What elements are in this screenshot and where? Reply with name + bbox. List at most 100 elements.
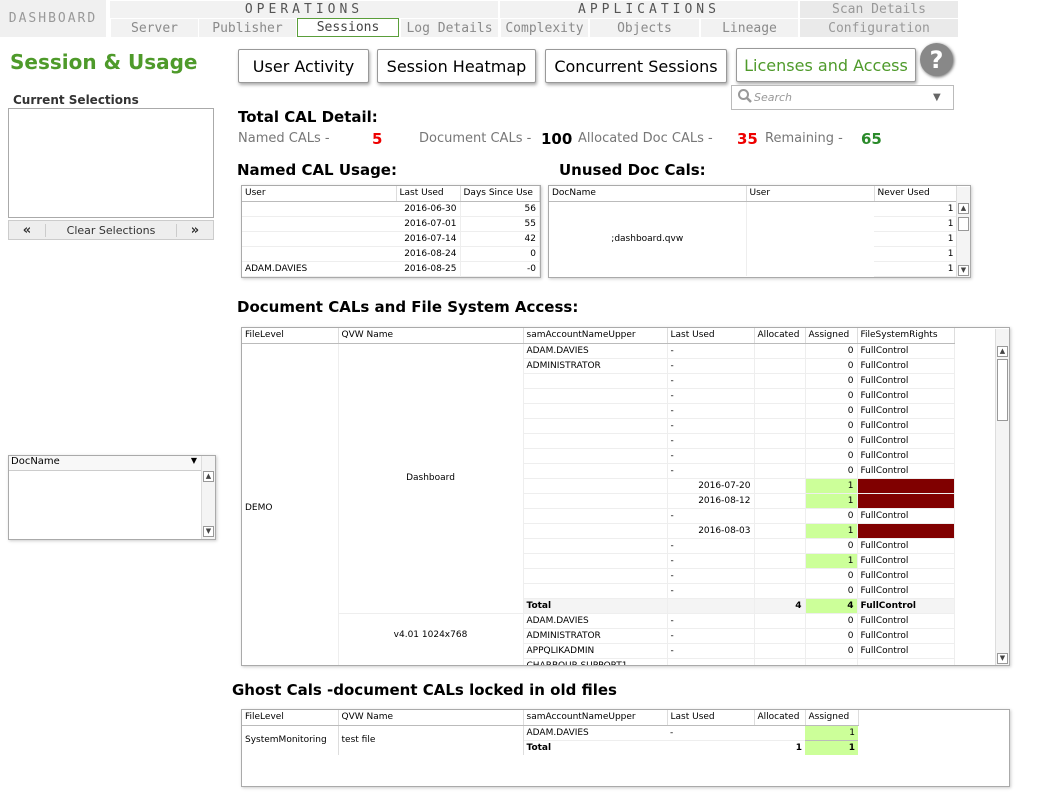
column-header[interactable]: User: [746, 186, 875, 202]
allocated-cell[interactable]: [754, 568, 806, 584]
account-cell[interactable]: ADAM.DAVIES: [523, 725, 667, 741]
table-row[interactable]: 1: [549, 261, 957, 277]
filelevel-cell[interactable]: DEMO: [242, 343, 339, 665]
account-cell[interactable]: [523, 418, 668, 434]
docname-header[interactable]: DocName ▼: [9, 456, 201, 471]
assigned-cell[interactable]: 0: [805, 508, 858, 524]
docname-cell[interactable]: ;dashboard.qvw: [549, 201, 747, 276]
user-cell[interactable]: ADAM.DAVIES: [242, 261, 396, 277]
tab-sessions[interactable]: Sessions: [297, 18, 399, 37]
total-row[interactable]: Total 1 1: [242, 739, 858, 755]
account-cell[interactable]: [523, 493, 668, 509]
never-used-cell[interactable]: 1: [874, 261, 957, 277]
table-row[interactable]: 1: [549, 216, 957, 232]
session-heatmap-button[interactable]: Session Heatmap: [377, 49, 536, 83]
allocated-cell[interactable]: [754, 553, 806, 569]
unused-scrollbar[interactable]: ▲ ▼: [956, 187, 970, 277]
assigned-cell[interactable]: 1: [805, 493, 858, 509]
scroll-down-icon[interactable]: ▼: [997, 653, 1008, 664]
column-header[interactable]: FileLevel: [242, 710, 339, 726]
account-cell[interactable]: [523, 553, 668, 569]
account-cell[interactable]: CHARBOUR.SUPPORT1: [523, 658, 668, 665]
days-since-use-cell[interactable]: 56: [460, 201, 540, 217]
total-last-used[interactable]: [667, 597, 755, 614]
doc-cals-table[interactable]: FileLevel QVW Name samAccountNameUpper L…: [241, 327, 1010, 666]
account-cell[interactable]: APPQLIKADMIN: [523, 643, 668, 659]
allocated-cell[interactable]: [754, 418, 806, 434]
assigned-cell[interactable]: [805, 658, 858, 665]
last-used-cell[interactable]: -: [667, 343, 755, 359]
table-row[interactable]: - 0 FullControl: [242, 448, 955, 464]
table-row[interactable]: v4.01 1024x768 ADAM.DAVIES -0 FullControl: [242, 613, 955, 665]
user-cell[interactable]: [242, 246, 396, 262]
allocated-cell[interactable]: [754, 403, 806, 419]
allocated-cell[interactable]: [754, 388, 806, 404]
file-system-rights-cell[interactable]: [857, 478, 955, 494]
column-header[interactable]: Last Used: [396, 186, 461, 202]
file-system-rights-cell[interactable]: [857, 523, 955, 539]
unused-doc-cals-table[interactable]: DocName User Never Used ;dashboard.qvw 1 1…: [548, 185, 971, 278]
qvw-name-cell[interactable]: test file: [338, 725, 524, 755]
table-row[interactable]: ADAM.DAVIES 2016-08-25 -0: [242, 261, 540, 277]
column-header[interactable]: Last Used: [667, 328, 755, 344]
last-used-cell[interactable]: 2016-08-03: [667, 523, 755, 539]
table-row[interactable]: 2016-08-24 0: [242, 246, 540, 262]
assigned-cell[interactable]: 0: [805, 568, 858, 584]
table-row[interactable]: CHARBOUR.SUPPORT1: [242, 658, 955, 665]
assigned-cell[interactable]: 0: [805, 463, 858, 479]
table-row[interactable]: 2016-06-30 56: [242, 201, 540, 217]
dropdown-icon[interactable]: ▼: [190, 456, 197, 465]
file-system-rights-cell[interactable]: FullControl: [857, 373, 955, 389]
last-used-cell[interactable]: 2016-07-01: [396, 216, 461, 232]
column-header[interactable]: samAccountNameUpper: [523, 328, 668, 344]
account-cell[interactable]: [523, 568, 668, 584]
assigned-cell[interactable]: 0: [805, 343, 858, 359]
assigned-cell[interactable]: 0: [805, 403, 858, 419]
last-used-cell[interactable]: -: [667, 373, 755, 389]
table-row[interactable]: 2016-08-03 1: [242, 523, 955, 539]
file-system-rights-cell[interactable]: FullControl: [857, 463, 955, 479]
account-cell[interactable]: [523, 538, 668, 554]
column-header[interactable]: FileSystemRights: [857, 328, 955, 344]
forward-icon[interactable]: »: [190, 222, 200, 238]
allocated-cell[interactable]: [754, 508, 806, 524]
licenses-access-button[interactable]: Licenses and Access: [736, 48, 916, 82]
filelevel-cell[interactable]: SystemMonitoring: [242, 725, 339, 755]
table-row[interactable]: 2016-07-14 42: [242, 231, 540, 247]
scroll-thumb[interactable]: [958, 217, 969, 231]
last-used-cell[interactable]: [667, 658, 755, 665]
column-header[interactable]: FileLevel: [242, 328, 339, 344]
table-row[interactable]: - 0 FullControl: [242, 388, 955, 404]
assigned-cell[interactable]: 1: [805, 478, 858, 494]
last-used-cell[interactable]: 2016-07-14: [396, 231, 461, 247]
last-used-cell[interactable]: 2016-08-24: [396, 246, 461, 262]
total-assigned[interactable]: 4: [805, 597, 858, 614]
allocated-cell[interactable]: [754, 628, 806, 644]
clear-selections-button[interactable]: Clear Selections: [45, 223, 177, 237]
days-since-use-cell[interactable]: 42: [460, 231, 540, 247]
allocated-cell[interactable]: [754, 433, 806, 449]
last-used-cell[interactable]: -: [667, 643, 755, 659]
configuration-tab[interactable]: Configuration: [800, 19, 958, 37]
table-row[interactable]: ADMINISTRATOR - 0 FullControl: [242, 628, 955, 644]
total-allocated[interactable]: 4: [754, 597, 806, 614]
file-system-rights-cell[interactable]: FullControl: [857, 418, 955, 434]
column-header[interactable]: User: [242, 186, 397, 202]
account-cell[interactable]: [523, 583, 668, 599]
scroll-up-icon[interactable]: ▲: [958, 203, 969, 214]
qvw-name-cell[interactable]: v4.01 1024x768: [338, 613, 524, 665]
last-used-cell[interactable]: -: [667, 433, 755, 449]
last-used-cell[interactable]: -: [667, 403, 755, 419]
current-selections-box[interactable]: [8, 108, 214, 218]
table-row[interactable]: - 0 FullControl: [242, 403, 955, 419]
scroll-up-icon[interactable]: ▲: [997, 346, 1008, 357]
assigned-cell[interactable]: 0: [805, 358, 858, 374]
column-header[interactable]: DocName: [549, 186, 747, 202]
scroll-up-icon[interactable]: ▲: [203, 471, 214, 482]
assigned-cell[interactable]: 0: [805, 418, 858, 434]
file-system-rights-cell[interactable]: FullControl: [857, 358, 955, 374]
account-cell[interactable]: [523, 448, 668, 464]
column-header[interactable]: Assigned: [805, 710, 859, 726]
last-used-cell[interactable]: -: [667, 388, 755, 404]
table-row[interactable]: - 0 FullControl: [242, 568, 955, 584]
